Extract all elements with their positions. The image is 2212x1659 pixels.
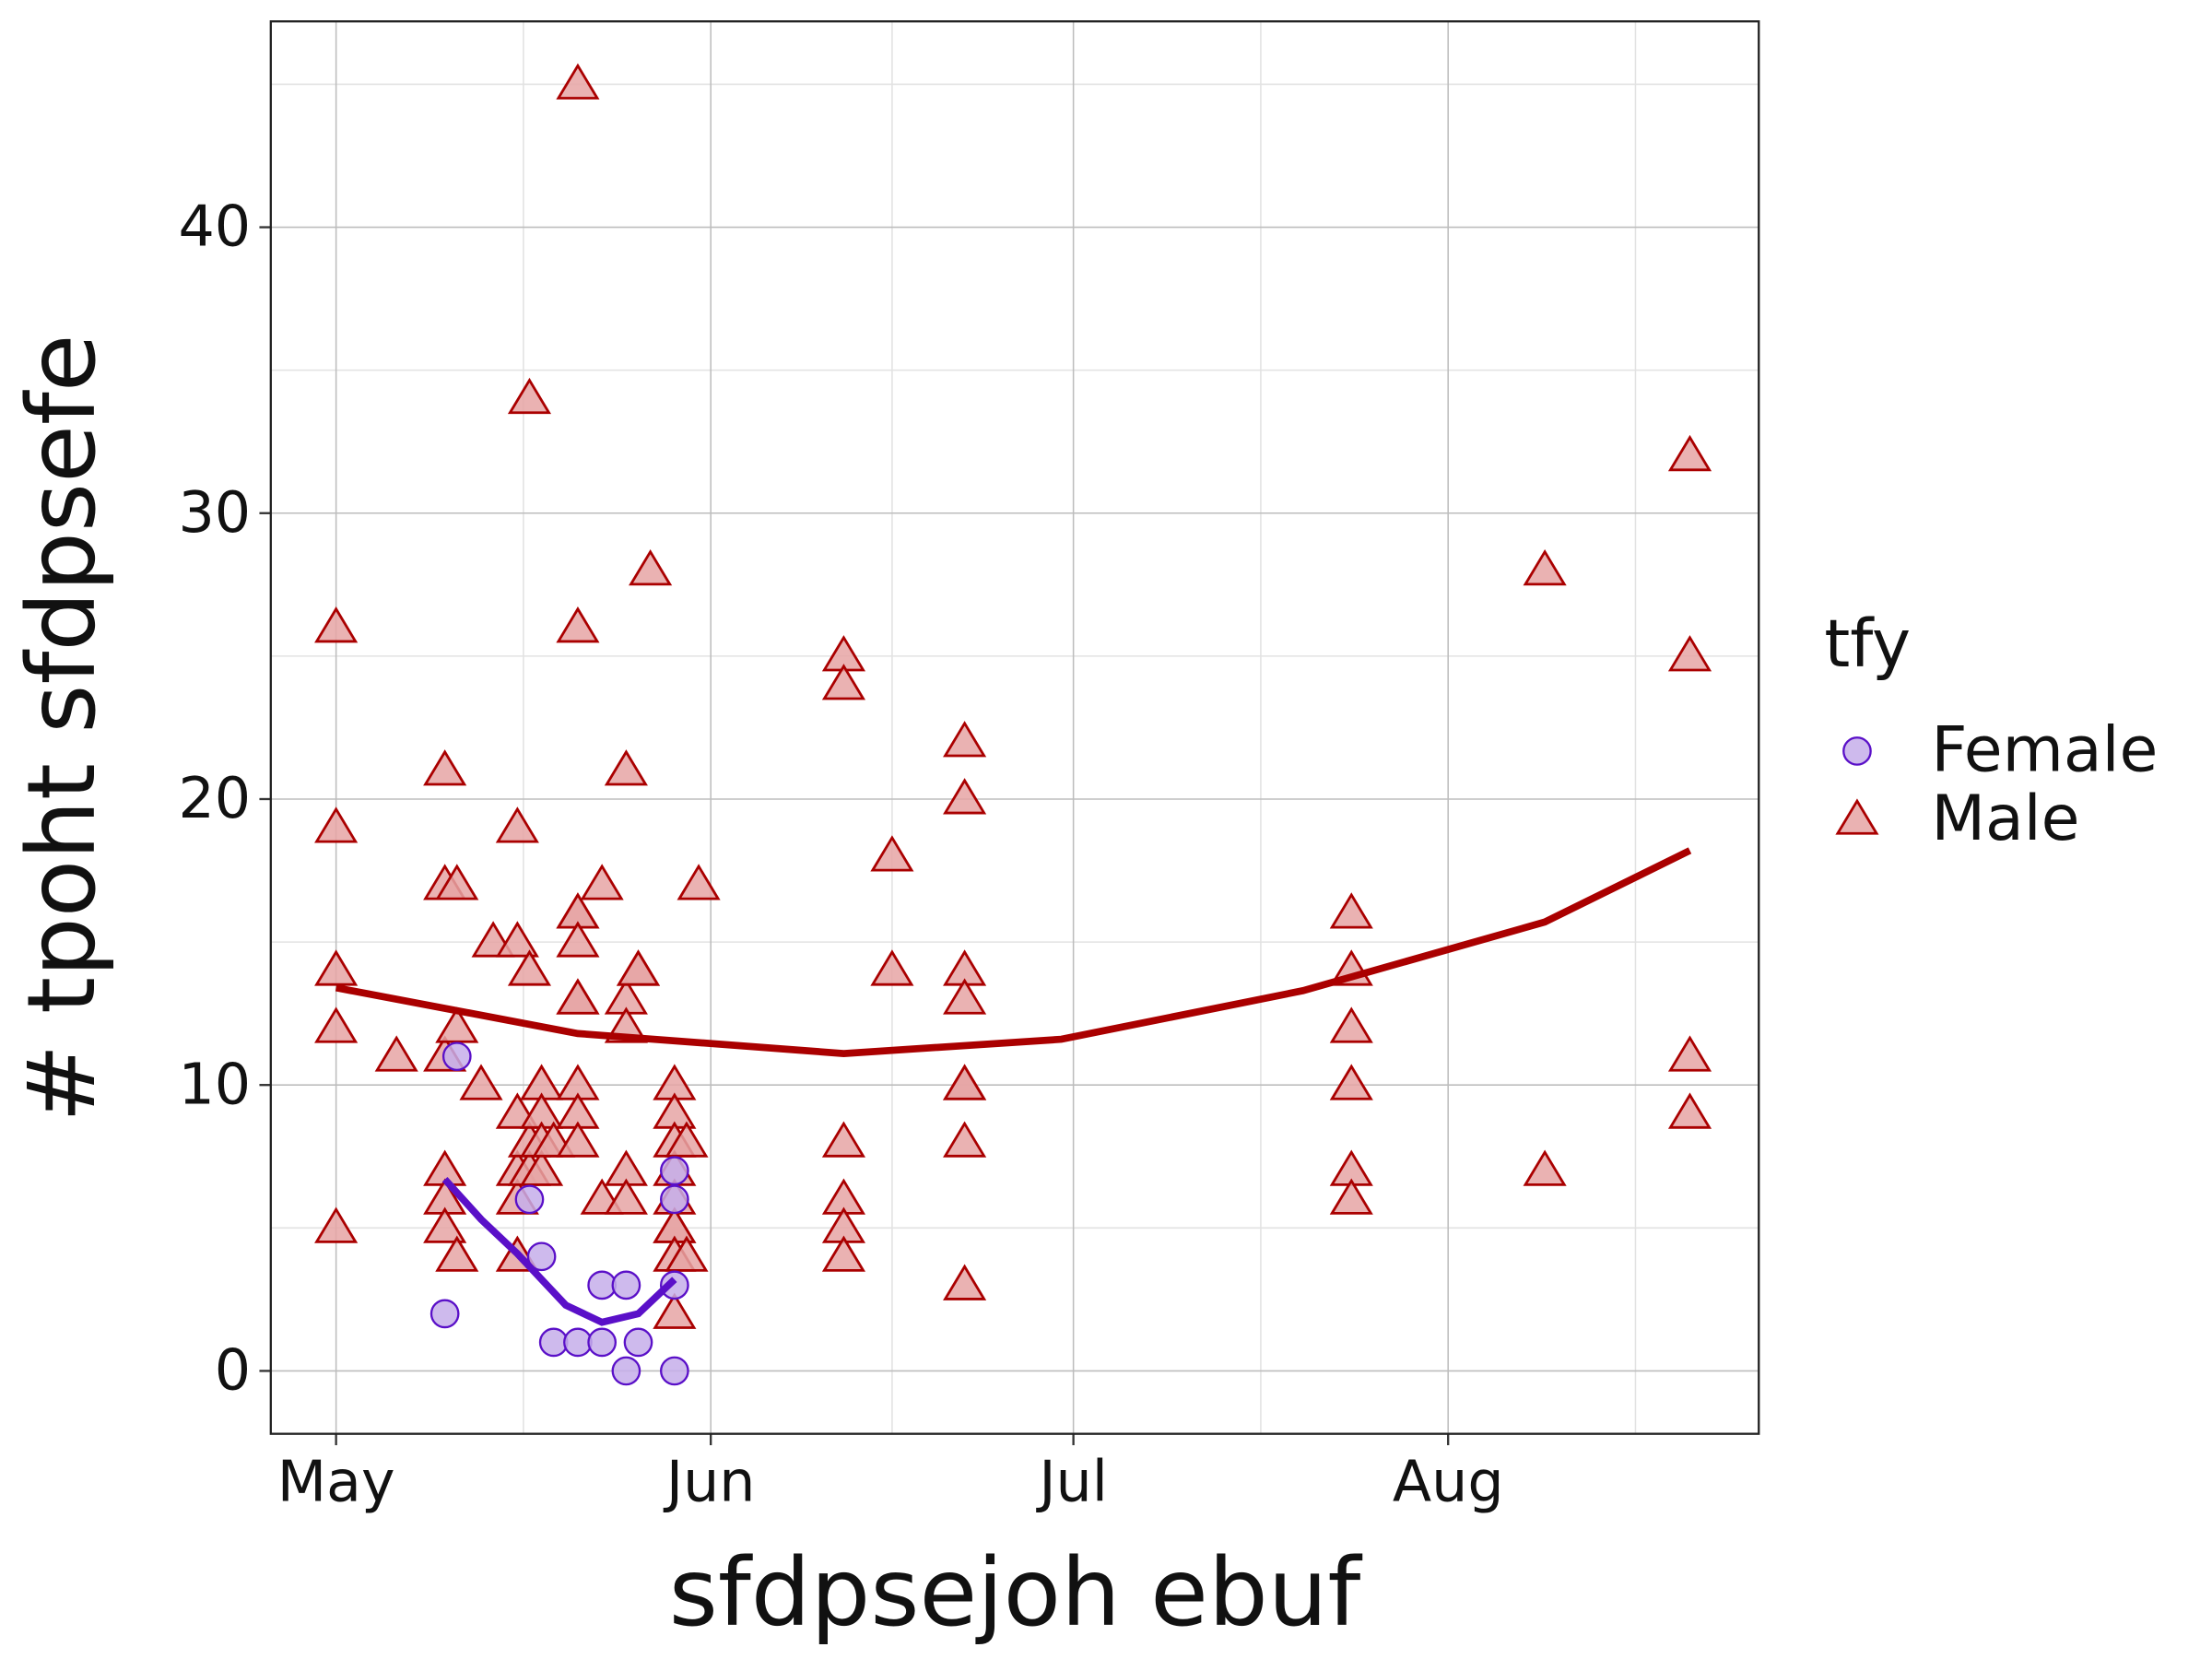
point: [520, 1149, 564, 1186]
point: [653, 1292, 697, 1329]
point: [538, 1327, 569, 1358]
point: [507, 377, 552, 415]
point: [611, 1356, 641, 1386]
point: [314, 606, 359, 643]
point: [587, 1270, 618, 1300]
point: [423, 1206, 467, 1243]
point: [1667, 1092, 1712, 1129]
point: [1667, 635, 1712, 672]
point: [665, 1121, 709, 1158]
point: [556, 606, 600, 643]
point: [1523, 1149, 1567, 1186]
point: [580, 864, 624, 900]
point: [1329, 1178, 1373, 1215]
point: [429, 1299, 460, 1329]
point: [821, 664, 866, 700]
legend-title: tfy: [1824, 606, 1911, 682]
point: [1329, 892, 1373, 929]
point: [435, 1235, 479, 1272]
point: [314, 1006, 359, 1043]
point: [435, 864, 479, 900]
y-tick-label: 30: [178, 479, 251, 546]
plot-border: [269, 20, 1760, 1435]
point: [495, 806, 539, 843]
point: [659, 1156, 689, 1186]
legend-marker: [1842, 736, 1872, 766]
point: [563, 1327, 593, 1358]
legend-marker: [1835, 798, 1879, 835]
point: [677, 864, 721, 900]
point: [441, 1041, 472, 1072]
y-tick-label: 40: [178, 194, 251, 260]
point: [1667, 1035, 1712, 1072]
point: [943, 1264, 987, 1300]
point: [943, 1064, 987, 1100]
point: [1329, 1006, 1373, 1043]
point: [435, 1006, 479, 1043]
x-tick-label: Jun: [663, 1448, 756, 1514]
point: [423, 749, 467, 786]
x-axis-title: sfdpsejoh ebuf: [669, 1538, 1363, 1648]
point: [514, 1184, 545, 1215]
legend-label: Male: [1931, 782, 2079, 855]
point: [314, 1206, 359, 1243]
point: [665, 1235, 709, 1272]
point: [314, 949, 359, 986]
x-tick-label: May: [277, 1448, 395, 1514]
point: [556, 63, 600, 100]
point: [1329, 1064, 1373, 1100]
point: [943, 778, 987, 815]
point: [659, 1270, 689, 1300]
point: [821, 1121, 866, 1158]
point: [629, 549, 673, 586]
point: [604, 1178, 648, 1215]
x-tick-label: Jul: [1035, 1448, 1108, 1514]
legend-label: Female: [1931, 714, 2158, 787]
point: [659, 1356, 689, 1386]
y-tick-label: 10: [178, 1051, 251, 1117]
point: [943, 978, 987, 1015]
point: [659, 1184, 689, 1215]
point: [314, 806, 359, 843]
point: [611, 1270, 641, 1300]
point: [870, 949, 914, 986]
fit-line: [335, 847, 1692, 1057]
point: [1523, 549, 1567, 586]
y-axis-title: # tpoht sfdpsefe: [7, 334, 117, 1123]
x-tick-label: Aug: [1393, 1448, 1504, 1514]
point: [556, 978, 600, 1015]
point: [623, 1327, 653, 1358]
point: [616, 949, 661, 986]
point: [374, 1035, 418, 1072]
point: [943, 721, 987, 758]
point: [604, 749, 648, 786]
point: [459, 1064, 503, 1100]
point: [1667, 434, 1712, 472]
point: [587, 1327, 618, 1358]
point: [526, 1241, 557, 1272]
point: [943, 1121, 987, 1158]
point: [495, 921, 539, 958]
fit-line: [441, 1176, 677, 1326]
y-tick-label: 20: [178, 765, 251, 831]
point: [556, 921, 600, 958]
y-tick-label: 0: [215, 1337, 251, 1404]
point: [821, 1235, 866, 1272]
point: [556, 1121, 600, 1158]
point: [870, 835, 914, 872]
point: [507, 949, 552, 986]
